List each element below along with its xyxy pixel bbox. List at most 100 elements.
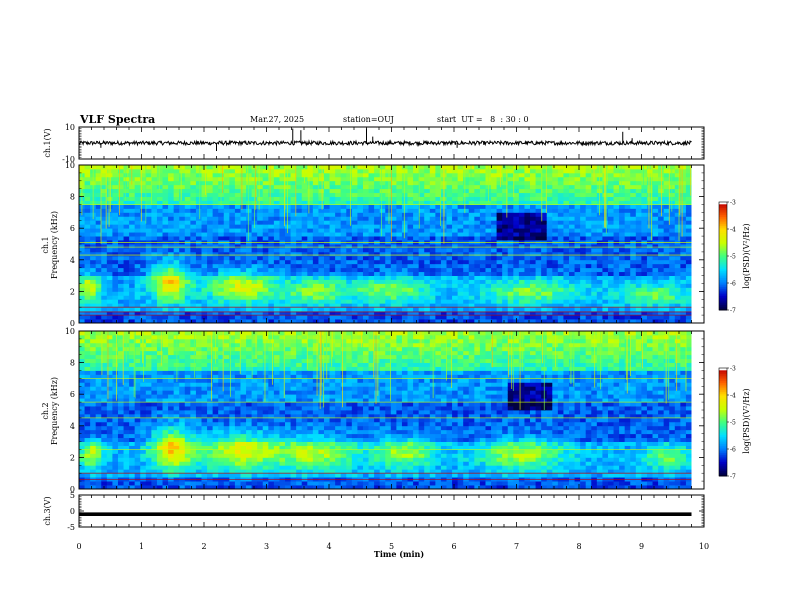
spectrogram-cell — [101, 386, 108, 391]
spectrogram-cell — [90, 398, 97, 403]
spectrogram-cell — [251, 311, 258, 316]
spectrogram-cell — [362, 299, 369, 304]
spectrogram-cell — [379, 184, 386, 190]
spectrogram-cell — [329, 244, 336, 249]
spectrogram-cell — [502, 275, 509, 280]
spectrogram-cell — [468, 319, 475, 324]
spectrogram-cell — [101, 192, 108, 197]
spectrogram-cell — [268, 208, 275, 213]
spectrogram-cell — [596, 263, 603, 269]
spectrogram-cell — [401, 259, 408, 265]
spectrogram-cell — [424, 180, 431, 186]
spectrogram-cell — [279, 271, 286, 276]
spectrogram-cell — [607, 180, 614, 186]
spectrogram-cell — [229, 208, 236, 213]
spectrogram-cell — [674, 255, 681, 261]
spectrogram-cell — [340, 192, 347, 197]
spectrogram-cell — [246, 271, 253, 276]
spectrogram-cell — [117, 319, 124, 324]
spectrogram-cell — [140, 196, 147, 201]
spectrogram-cell — [140, 259, 147, 265]
spectrogram-cell — [156, 224, 163, 229]
spectrogram-cell — [212, 295, 219, 300]
spectrogram-cell — [429, 212, 436, 217]
spectrogram-cell — [84, 263, 91, 269]
spectrogram-cell — [296, 275, 303, 280]
spectrogram-cell — [84, 469, 91, 474]
spectrogram-cell — [440, 259, 447, 265]
spectrogram-cell — [106, 192, 113, 197]
spectrogram-cell — [435, 287, 442, 292]
spectrogram-cell — [607, 228, 614, 233]
spectrogram-cell — [368, 228, 375, 233]
spectrogram-cell — [129, 283, 136, 288]
spectrogram-cell — [407, 255, 414, 261]
spectrogram-cell — [407, 192, 414, 197]
spectrogram-cell — [596, 299, 603, 304]
spectrogram-cell — [635, 295, 642, 300]
spectrogram-cell — [346, 208, 353, 213]
spectrogram-cell — [379, 255, 386, 261]
spectrogram-cell — [468, 176, 475, 182]
spectrogram-cell — [524, 236, 531, 241]
spectrogram-cell — [607, 291, 614, 296]
spectrogram-cell — [379, 303, 386, 308]
spectrogram-cell — [101, 390, 108, 395]
spectrogram-cell — [301, 208, 308, 213]
spectrogram-cell — [491, 283, 498, 288]
spectrogram-cell — [396, 267, 403, 273]
spectrogram-cell — [457, 208, 464, 213]
spectrogram-cell — [285, 287, 291, 292]
spectrogram-cell — [390, 287, 397, 292]
spectrogram-cell — [190, 180, 197, 186]
spectrogram-cell — [90, 402, 97, 407]
spectrogram-cell — [557, 287, 564, 292]
spectrogram-cell — [630, 224, 637, 229]
spectrogram-cell — [652, 200, 659, 205]
spectrogram-cell — [184, 283, 191, 288]
spectrogram-cell — [84, 299, 91, 304]
spectrogram-cell — [435, 315, 442, 320]
spectrogram-cell — [563, 168, 570, 174]
spectrogram-cell — [518, 315, 525, 320]
spectrogram-cell — [396, 275, 403, 280]
spectrogram-cell — [301, 307, 308, 312]
spectrogram-cell — [624, 303, 631, 308]
spectrogram-cell — [407, 307, 414, 312]
spectrogram-cell — [229, 188, 236, 194]
spectrogram-cell — [502, 184, 509, 190]
spectrogram-cell — [429, 216, 436, 221]
spectrogram-cell — [212, 319, 219, 324]
spectrogram-cell — [129, 188, 136, 194]
spectrogram-cell — [452, 200, 459, 205]
spectrogram-cell — [569, 192, 575, 197]
spectrogram-cell — [134, 291, 141, 296]
spectrogram-cell — [145, 220, 152, 225]
spectrogram-cell — [145, 307, 152, 312]
spectrogram-cell — [84, 216, 91, 221]
spectrogram-cell — [563, 232, 570, 237]
spectrogram-cell — [362, 311, 369, 316]
spectrogram-cell — [401, 255, 408, 261]
spectrogram-cell — [318, 303, 325, 308]
spectrogram-cell — [346, 295, 353, 300]
spectrogram-cell — [468, 220, 475, 225]
spectrogram-cell — [563, 184, 570, 190]
spectrogram-cell — [101, 315, 108, 320]
spectrogram-cell — [84, 208, 91, 213]
spectrogram-cell — [84, 315, 91, 320]
spectrogram-cell — [552, 307, 559, 312]
spectrogram-cell — [635, 303, 642, 308]
spectrogram-cell — [201, 200, 208, 205]
spectrogram-cell — [479, 291, 486, 296]
spectrogram-cell — [652, 228, 659, 233]
spectrogram-cell — [201, 232, 208, 237]
spectrogram-cell — [368, 196, 375, 201]
spectrogram-cell — [641, 196, 648, 201]
spectrogram-cell — [479, 188, 486, 194]
spectrogram-cell — [351, 204, 358, 209]
spectrogram-cell — [229, 220, 236, 225]
spectrogram-cell — [452, 307, 459, 312]
spectrogram-cell — [379, 311, 386, 316]
spectrogram-cell — [234, 259, 241, 265]
